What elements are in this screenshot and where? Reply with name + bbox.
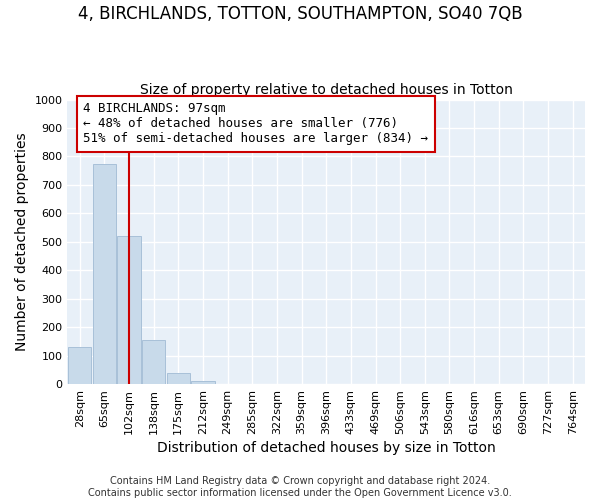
Bar bbox=[118, 236, 141, 384]
X-axis label: Distribution of detached houses by size in Totton: Distribution of detached houses by size … bbox=[157, 441, 496, 455]
Bar bbox=[167, 372, 190, 384]
Bar bbox=[142, 340, 166, 384]
Text: 4, BIRCHLANDS, TOTTON, SOUTHAMPTON, SO40 7QB: 4, BIRCHLANDS, TOTTON, SOUTHAMPTON, SO40… bbox=[77, 5, 523, 23]
Text: Contains HM Land Registry data © Crown copyright and database right 2024.
Contai: Contains HM Land Registry data © Crown c… bbox=[88, 476, 512, 498]
Bar bbox=[92, 164, 116, 384]
Bar bbox=[68, 347, 91, 384]
Y-axis label: Number of detached properties: Number of detached properties bbox=[15, 132, 29, 351]
Bar bbox=[191, 380, 215, 384]
Title: Size of property relative to detached houses in Totton: Size of property relative to detached ho… bbox=[140, 83, 512, 97]
Text: 4 BIRCHLANDS: 97sqm
← 48% of detached houses are smaller (776)
51% of semi-detac: 4 BIRCHLANDS: 97sqm ← 48% of detached ho… bbox=[83, 102, 428, 146]
